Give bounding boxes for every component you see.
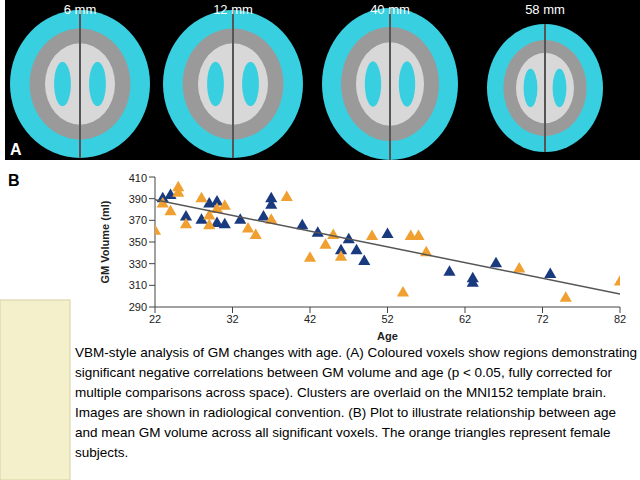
svg-text:390: 390 — [129, 193, 147, 205]
svg-text:82: 82 — [614, 313, 626, 325]
svg-text:B: B — [8, 172, 20, 189]
html-text:VBM-style analysis of GM chang: VBM-style analysis of GM changes with ag… — [75, 345, 637, 460]
svg-text:310: 310 — [129, 279, 147, 291]
svg-text:350: 350 — [129, 236, 147, 248]
svg-text:42: 42 — [304, 313, 316, 325]
svg-text:330: 330 — [129, 258, 147, 270]
svg-text:12 mm: 12 mm — [213, 2, 253, 17]
svg-text:22: 22 — [149, 313, 161, 325]
svg-text:Age: Age — [377, 330, 398, 342]
svg-text:410: 410 — [129, 172, 147, 184]
svg-text:72: 72 — [536, 313, 548, 325]
svg-text:58 mm: 58 mm — [525, 2, 565, 17]
svg-text:52: 52 — [381, 313, 393, 325]
svg-text:290: 290 — [129, 301, 147, 313]
svg-text:A: A — [10, 141, 22, 158]
svg-text:6 mm: 6 mm — [64, 2, 97, 17]
svg-text:GM Volume (ml): GM Volume (ml) — [99, 200, 111, 283]
svg-text:40 mm: 40 mm — [370, 2, 410, 17]
svg-text:62: 62 — [459, 313, 471, 325]
svg-text:370: 370 — [129, 214, 147, 226]
svg-text:32: 32 — [226, 313, 238, 325]
